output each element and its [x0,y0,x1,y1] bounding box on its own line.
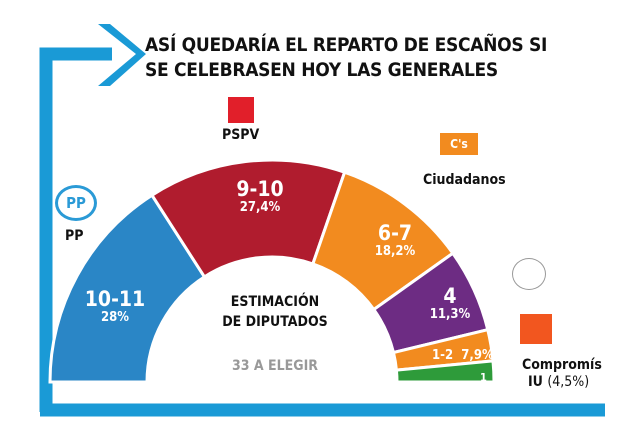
podemos-logo-icon [512,258,546,290]
pp-values: 10-11 28% [84,287,146,325]
chart-title: ASÍ QUEDARÍA EL REPARTO DE ESCAÑOS SI SE … [145,34,548,81]
arrow-head-icon [98,24,146,86]
ciudadanos-logo-icon: C's [440,133,478,155]
iu-values: 1 [480,371,487,384]
pspv-values: 9-10 27,4% [236,177,284,215]
ciudadanos-label: Ciudadanos [423,172,506,188]
iu-label: IU (4,5%) [528,374,590,390]
segment-iu [394,359,496,384]
compromis-label: Compromís [522,357,602,373]
pspv-logo-icon [228,97,254,123]
compromis-logo-icon [520,314,552,344]
pspv-label: PSPV [222,127,260,143]
podemos-values: 4 11,3% [429,284,471,322]
total-seats: 33 A ELEGIR [232,358,318,374]
ciudadanos-values: 6-7 18,2% [374,221,416,259]
pp-logo-icon: PP [55,185,97,221]
pp-label: PP [65,228,84,244]
half-donut-chart [48,158,496,384]
compromis-values: 1-2 7,9% [432,348,494,363]
blue-frame-line [39,47,112,412]
center-label: ESTIMACIÓN DE DIPUTADOS [222,294,328,330]
